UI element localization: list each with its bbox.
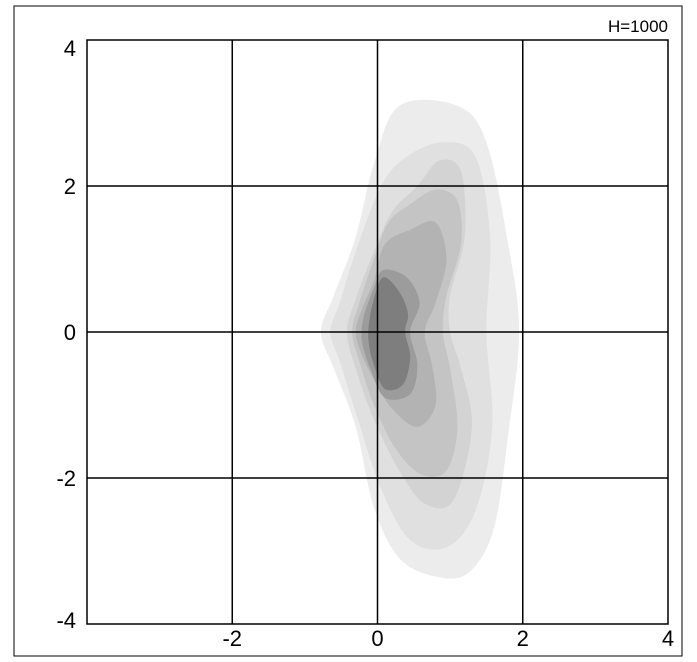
y-tick-label: 0 — [64, 320, 76, 345]
annotation-label: H=1000 — [608, 17, 668, 36]
x-tick-label: 4 — [662, 626, 674, 651]
x-axis-ticks: -2 0 2 4 — [222, 626, 674, 651]
y-tick-label: 2 — [64, 174, 76, 199]
x-tick-label: 0 — [371, 626, 383, 651]
grid-lines — [87, 40, 668, 624]
contour-level-7 — [368, 277, 411, 391]
plot-frame — [86, 39, 669, 625]
y-tick-label: 4 — [64, 36, 76, 61]
x-tick-label: -2 — [222, 626, 242, 651]
y-tick-label: -2 — [56, 466, 76, 491]
y-tick-label: -4 — [56, 608, 76, 633]
y-axis-ticks: 4 2 0 -2 -4 — [56, 36, 76, 633]
contour-layers — [320, 99, 520, 579]
x-tick-label: 2 — [517, 626, 529, 651]
